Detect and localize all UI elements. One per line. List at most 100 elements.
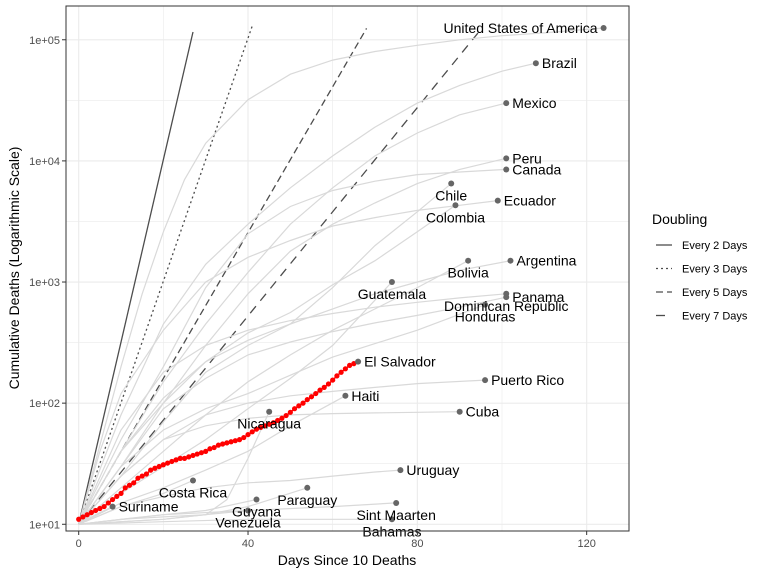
series-line-guyana (78, 499, 257, 525)
endpoint-peru (503, 155, 510, 162)
grid-lines (66, 6, 629, 531)
endpoint-guyana (253, 496, 260, 503)
highlight-point-el-salvador (203, 448, 209, 454)
endpoint-united-states-of-america (600, 25, 607, 32)
highlight-point-el-salvador (118, 490, 124, 496)
label-costa-rica: Costa Rica (159, 484, 228, 500)
series-line-haiti (78, 395, 346, 525)
series-line-ecuador (78, 200, 498, 525)
endpoint-uruguay (397, 467, 404, 474)
series-line-bolivia (78, 260, 469, 525)
label-dominican-republic: Dominican Republic (444, 298, 569, 314)
endpoint-el-salvador (355, 358, 362, 365)
series-endpoints (109, 25, 607, 523)
endpoint-puerto-rico (482, 377, 489, 384)
series-line-paraguay (78, 487, 308, 525)
highlight-point-el-salvador (76, 516, 82, 522)
highlight-point-el-salvador (338, 369, 344, 375)
highlight-point-el-salvador (177, 455, 183, 461)
series-line-peru (78, 157, 507, 525)
y-tick-label: 1e+05 (29, 35, 60, 47)
legend-label-5-days: Every 5 Days (682, 287, 748, 299)
series-line-costa-rica (78, 479, 194, 525)
label-canada: Canada (512, 161, 561, 177)
plot-panel-border (65, 5, 630, 532)
highlight-point-el-salvador (186, 454, 192, 460)
highlight-point-el-salvador (224, 440, 230, 446)
label-cuba: Cuba (466, 404, 500, 420)
highlight-point-el-salvador (287, 409, 293, 415)
highlight-point-el-salvador (236, 437, 243, 443)
y-tick-label: 1e+04 (29, 156, 60, 168)
endpoint-cuba (456, 408, 463, 415)
doubling-line-2-days (78, 31, 194, 525)
highlight-point-el-salvador (135, 475, 141, 481)
highlight-point-el-salvador (220, 441, 226, 447)
legend-label-7-days: Every 7 Days (682, 311, 748, 323)
endpoint-argentina (507, 257, 514, 264)
endpoint-brazil (532, 60, 539, 67)
doubling-line-5-days (78, 28, 368, 525)
highlight-point-el-salvador (215, 442, 221, 448)
highlight-point-el-salvador (258, 424, 264, 431)
highlight-point-el-salvador (334, 373, 340, 379)
series-lines (78, 27, 604, 525)
endpoint-costa-rica (189, 477, 196, 484)
label-ecuador: Ecuador (504, 193, 556, 209)
highlight-point-el-salvador (245, 431, 251, 438)
endpoint-bolivia (465, 257, 472, 264)
x-axis-title: Days Since 10 Deaths (278, 552, 417, 568)
highlight-point-el-salvador (330, 377, 336, 383)
highlight-point-el-salvador (291, 406, 298, 412)
highlight-point-el-salvador (241, 434, 247, 441)
highlight-point-el-salvador (304, 396, 310, 403)
highlight-point-el-salvador (160, 462, 166, 468)
highlight-point-el-salvador (249, 429, 255, 435)
endpoint-bahamas (388, 516, 395, 523)
endpoint-nicaragua (266, 408, 273, 415)
highlight-point-el-salvador (270, 420, 277, 426)
series-line-suriname (78, 506, 113, 525)
label-paraguay: Paraguay (277, 492, 337, 508)
series-line-guatemala (78, 281, 393, 525)
label-honduras: Honduras (455, 309, 516, 325)
label-chile: Chile (435, 188, 467, 204)
y-tick-label: 1e+03 (29, 277, 60, 289)
highlight-point-el-salvador (109, 496, 116, 503)
y-tick-label: 1e+01 (29, 519, 60, 531)
label-venezuela: Venezuela (215, 514, 281, 530)
plot-background (66, 6, 629, 531)
highlight-point-el-salvador (194, 451, 200, 457)
x-tick-label: 120 (577, 538, 595, 550)
label-suriname: Suriname (119, 499, 179, 515)
label-el-salvador: El Salvador (364, 354, 436, 370)
series-line-uruguay (78, 469, 401, 525)
highlight-point-el-salvador (181, 455, 188, 461)
highlight-point-el-salvador (164, 460, 171, 466)
highlight-point-el-salvador (266, 421, 272, 427)
highlight-point-el-salvador (232, 438, 238, 444)
highlight-point-el-salvador (317, 387, 323, 393)
axes: 0 40 80 120 1e+01 1e+02 1e+03 1e+04 1e+05 (29, 35, 596, 550)
y-axis-title: Cumulative Deaths (Logarithmic Scale) (6, 147, 22, 390)
highlight-point-el-salvador (143, 471, 150, 477)
highlight-point-el-salvador (228, 439, 234, 445)
label-guatemala: Guatemala (358, 286, 427, 302)
label-mexico: Mexico (512, 95, 557, 111)
highlight-point-el-salvador (283, 412, 289, 419)
highlight-series (76, 359, 361, 522)
highlight-point-el-salvador (105, 500, 111, 506)
highlight-point-el-salvador (169, 458, 175, 465)
label-uruguay: Uruguay (406, 462, 459, 478)
country-labels: United States of America Brazil Mexico Peru… (119, 20, 598, 539)
endpoint-suriname (109, 503, 116, 510)
highlight-point-el-salvador (296, 403, 302, 409)
series-line-colombia (78, 204, 456, 525)
highlight-point-el-salvador (97, 505, 103, 512)
highlight-point-el-salvador (262, 423, 268, 429)
label-nicaragua: Nicaragua (237, 416, 301, 432)
y-tick-label: 1e+02 (29, 398, 60, 410)
x-tick-label: 0 (76, 538, 82, 550)
label-bolivia: Bolivia (448, 265, 489, 281)
highlight-point-el-salvador (207, 446, 213, 452)
